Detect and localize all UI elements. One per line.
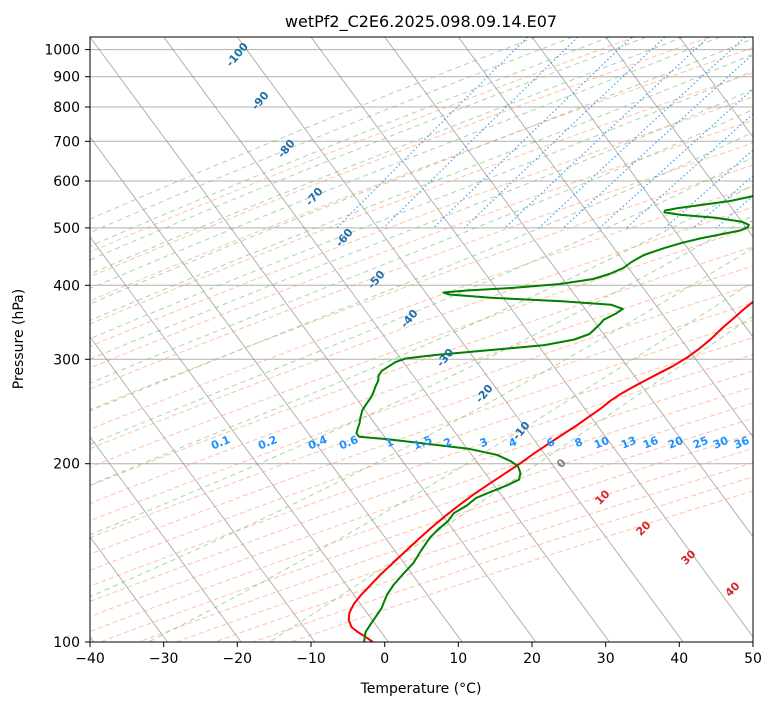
y-axis-label: Pressure (hPa)	[11, 289, 27, 389]
y-tick-label: 100	[53, 635, 80, 651]
y-tick-label: 900	[53, 70, 80, 86]
x-tick-label: 10	[449, 651, 467, 667]
y-tick-label: 200	[53, 457, 80, 473]
y-tick-label: 500	[53, 221, 80, 237]
x-tick-label: 40	[670, 651, 688, 667]
x-tick-label: 0	[380, 651, 389, 667]
x-tick-label: 20	[523, 651, 541, 667]
y-tick-label: 800	[53, 100, 80, 116]
y-tick-label: 700	[53, 134, 80, 150]
x-axis-label: Temperature (°C)	[360, 681, 482, 697]
x-tick-label: −10	[296, 651, 326, 667]
x-tick-label: 30	[597, 651, 615, 667]
x-tick-label: 50	[744, 651, 762, 667]
x-tick-label: −40	[75, 651, 105, 667]
y-tick-label: 1000	[44, 43, 80, 59]
x-tick-label: −20	[223, 651, 253, 667]
y-tick-label: 400	[53, 278, 80, 294]
chart-title: wetPf2_C2E6.2025.098.09.14.E07	[285, 12, 557, 32]
y-tick-label: 300	[53, 352, 80, 368]
x-tick-label: −30	[149, 651, 179, 667]
y-tick-label: 600	[53, 174, 80, 190]
